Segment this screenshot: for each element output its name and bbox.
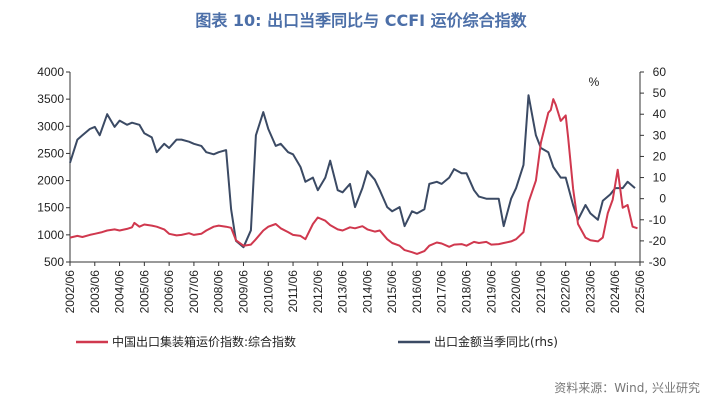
- x-tick-label: 2007/06: [187, 270, 201, 314]
- x-tick-label: 2014/06: [360, 270, 374, 314]
- right-tick-label: 60: [653, 65, 667, 79]
- x-tick-label: 2025/06: [633, 270, 647, 314]
- x-tick-label: 2009/06: [236, 270, 250, 314]
- x-tick-label: 2016/06: [410, 270, 424, 314]
- x-tick-label: 2024/06: [608, 270, 622, 314]
- x-tick-label: 2002/06: [63, 270, 77, 314]
- left-tick-label: 1000: [37, 228, 64, 242]
- left-tick-label: 500: [44, 255, 64, 269]
- x-tick-label: 2005/06: [137, 270, 151, 314]
- right-tick-label: -10: [649, 213, 667, 227]
- x-tick-label: 2020/06: [509, 270, 523, 314]
- x-tick-label: 2013/06: [336, 270, 350, 314]
- left-tick-label: 2000: [37, 174, 64, 188]
- source-note: 资料来源：Wind, 兴业研究: [554, 380, 700, 395]
- ccfi-series-line: [69, 98, 638, 255]
- x-tick-label: 2018/06: [460, 270, 474, 314]
- x-tick-label: 2022/06: [559, 270, 573, 314]
- right-tick-label: -30: [649, 255, 667, 269]
- right-tick-label: 40: [653, 107, 667, 121]
- x-tick-label: 2011/06: [286, 270, 300, 313]
- x-tick-label: 2023/06: [583, 270, 597, 314]
- left-tick-label: 4000: [37, 65, 64, 79]
- legend-ccfi-label: 中国出口集装箱运价指数:综合指数: [112, 334, 296, 349]
- right-tick-label: 50: [653, 86, 667, 100]
- x-tick-label: 2021/06: [534, 270, 548, 314]
- series-layer: [69, 94, 638, 255]
- x-tick-label: 2006/06: [162, 270, 176, 314]
- left-tick-label: 3500: [37, 92, 64, 106]
- right-tick-label: 0: [659, 192, 666, 206]
- right-tick-label: 10: [653, 171, 667, 185]
- export-yoy-series-line: [69, 94, 636, 249]
- x-tick-label: 2008/06: [212, 270, 226, 314]
- left-tick-label: 2500: [37, 146, 64, 160]
- legend: 中国出口集装箱运价指数:综合指数 出口金额当季同比(rhs): [76, 334, 558, 349]
- x-tick-label: 2003/06: [88, 270, 102, 314]
- right-tick-label: 30: [653, 128, 667, 142]
- x-tick-label: 2012/06: [311, 270, 325, 314]
- right-axis-unit: %: [589, 75, 600, 89]
- left-tick-label: 3000: [37, 119, 64, 133]
- axes-layer: 5001000150020002500300035004000-30-20-10…: [37, 65, 666, 313]
- chart-title: 图表 10: 出口当季同比与 CCFI 运价综合指数: [195, 11, 527, 30]
- right-tick-label: -20: [649, 234, 667, 248]
- x-tick-label: 2010/06: [261, 270, 275, 314]
- legend-export-yoy-label: 出口金额当季同比(rhs): [434, 334, 558, 349]
- x-tick-label: 2019/06: [484, 270, 498, 314]
- x-tick-label: 2004/06: [113, 270, 127, 314]
- left-tick-label: 1500: [37, 201, 64, 215]
- x-tick-label: 2017/06: [435, 270, 449, 314]
- right-tick-label: 20: [653, 149, 667, 163]
- x-tick-label: 2015/06: [385, 270, 399, 314]
